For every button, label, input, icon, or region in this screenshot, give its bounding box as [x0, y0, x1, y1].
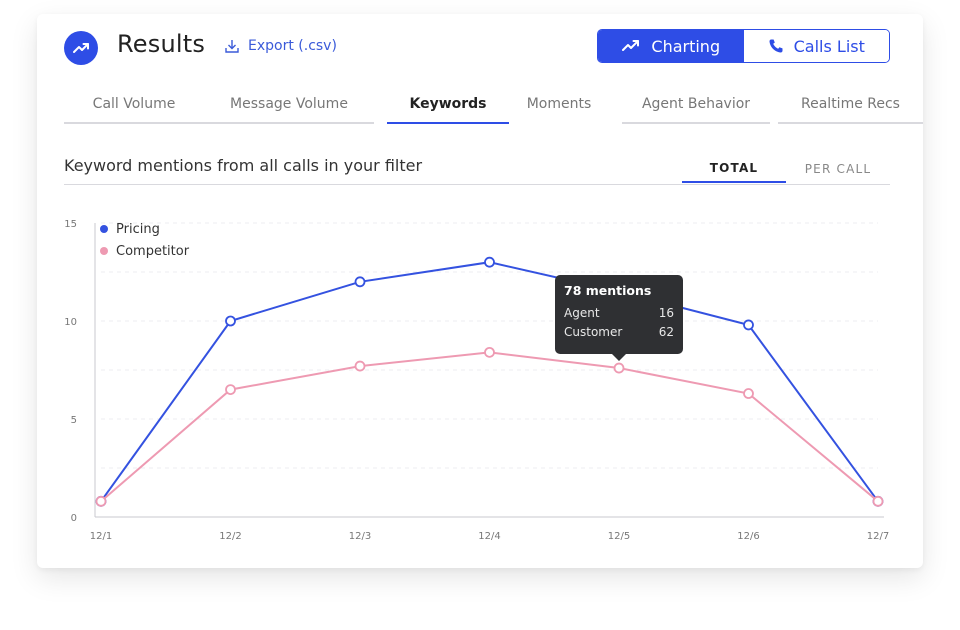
tooltip-row-agent: Agent 16 — [564, 306, 674, 320]
series-line-pricing — [100, 261, 879, 502]
tab-moments[interactable]: Moments — [509, 86, 609, 124]
mode-label: PER CALL — [804, 161, 872, 176]
legend-label-competitor: Competitor — [116, 243, 190, 259]
calls-list-label: Calls List — [793, 36, 865, 56]
mode-tab-total[interactable]: TOTAL — [682, 154, 786, 183]
chart-tooltip: 78 mentions Agent 16 Customer 62 — [555, 275, 683, 361]
tab-keywords[interactable]: Keywords — [387, 86, 509, 124]
tab-label: Moments — [526, 96, 592, 112]
tooltip-label: Agent — [564, 306, 600, 320]
legend-label-pricing: Pricing — [116, 221, 160, 237]
x-tick-label: 12/1 — [90, 531, 112, 542]
data-point-pricing — [743, 319, 754, 331]
tab-label: Realtime Recs — [801, 96, 900, 112]
tab-label: Call Volume — [92, 96, 176, 112]
tab-agent-behavior[interactable]: Agent Behavior — [622, 86, 770, 124]
y-tick-label: 0 — [71, 513, 77, 524]
chart-legend: Pricing Competitor — [100, 218, 189, 262]
phone-icon — [769, 39, 783, 53]
tooltip-value: 16 — [658, 306, 674, 320]
data-point-competitor — [872, 495, 884, 507]
view-toggle: Charting Calls List — [597, 29, 890, 63]
x-tick-label: 12/2 — [219, 531, 241, 542]
data-point-competitor — [743, 388, 754, 399]
data-point-pricing — [484, 256, 495, 268]
x-tick-label: 12/4 — [478, 531, 500, 542]
x-tick-label: 12/6 — [737, 531, 759, 542]
results-card: Results Export (.csv) Charting Calls Lis… — [37, 14, 923, 568]
data-point-competitor — [225, 384, 236, 396]
trending-up-icon — [622, 40, 640, 51]
tab-realtime-recs[interactable]: Realtime Recs — [778, 86, 923, 124]
page-title: Results — [117, 30, 206, 58]
data-point-competitor — [484, 346, 495, 358]
tab-message-volume[interactable]: Message Volume — [204, 86, 374, 124]
charting-label: Charting — [651, 36, 721, 56]
tooltip-value: 62 — [658, 325, 674, 339]
data-point-pricing — [225, 315, 236, 327]
tab-call-volume[interactable]: Call Volume — [64, 86, 204, 124]
keyword-line-chart: 0 5 10 15 12/1 12/2 12/3 12/4 12/5 12/6 12/7 — [64, 219, 889, 542]
calls-list-button[interactable]: Calls List — [743, 30, 889, 62]
data-point-pricing — [354, 276, 366, 288]
tooltip-title: 78 mentions — [564, 283, 652, 298]
tab-label: Agent Behavior — [641, 96, 751, 112]
download-icon — [225, 40, 239, 53]
series-line-competitor — [100, 351, 879, 503]
y-tick-label: 15 — [64, 219, 77, 230]
x-tick-label: 12/3 — [349, 531, 371, 542]
export-label: Export (.csv) — [248, 38, 337, 54]
tooltip-label: Customer — [564, 325, 623, 339]
x-tick-label: 12/7 — [867, 531, 889, 542]
tab-label: Message Volume — [230, 96, 348, 112]
legend-dot-competitor — [100, 247, 108, 255]
y-tick-label: 10 — [64, 317, 77, 328]
x-tick-label: 12/5 — [608, 531, 630, 542]
legend-item-competitor[interactable]: Competitor — [100, 240, 189, 262]
app-icon — [64, 31, 98, 65]
mode-label: TOTAL — [709, 160, 759, 175]
data-point-competitor — [95, 495, 107, 507]
export-csv-link[interactable]: Export (.csv) — [224, 38, 337, 54]
mode-tab-per-call[interactable]: PER CALL — [786, 154, 890, 183]
data-point-competitor — [354, 360, 366, 372]
data-point-competitor — [613, 362, 625, 374]
report-tabs: Call Volume Message Volume Keywords Mome… — [64, 86, 923, 126]
legend-dot-pricing — [100, 225, 108, 233]
chart-subtitle: Keyword mentions from all calls in your … — [64, 156, 423, 175]
tooltip-row-customer: Customer 62 — [564, 325, 674, 339]
trending-up-icon — [73, 43, 89, 53]
charting-button[interactable]: Charting — [598, 30, 744, 62]
legend-item-pricing[interactable]: Pricing — [100, 218, 189, 240]
tab-label: Keywords — [409, 96, 487, 112]
y-tick-label: 5 — [71, 415, 77, 426]
chart-subheader: Keyword mentions from all calls in your … — [64, 154, 890, 185]
